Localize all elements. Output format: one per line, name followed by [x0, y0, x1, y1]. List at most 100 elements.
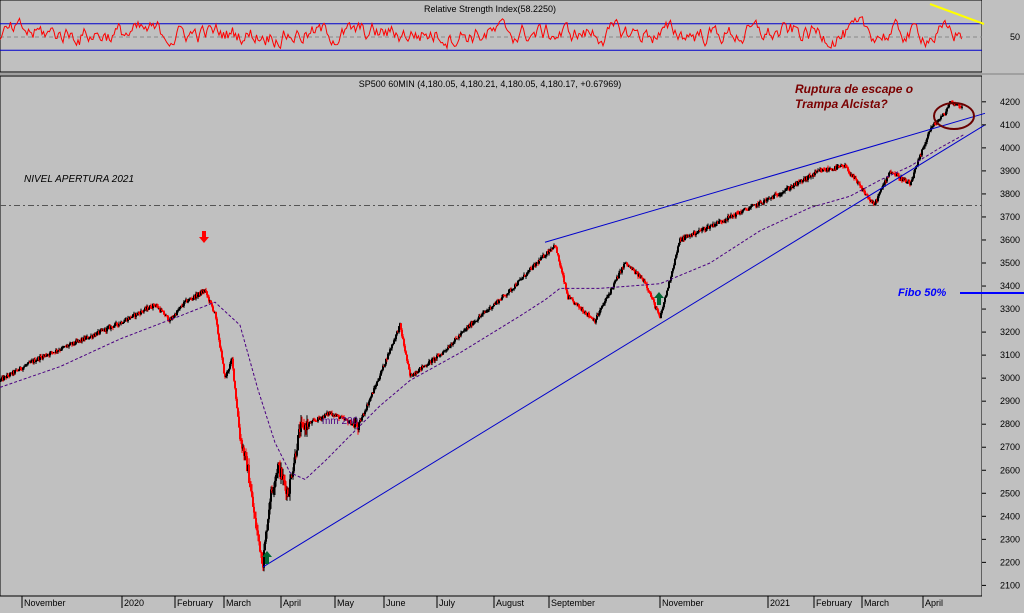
price-panel	[0, 75, 983, 597]
candle-body	[431, 358, 433, 363]
candle-body	[308, 423, 310, 427]
candle-body	[35, 360, 37, 363]
candle-body	[205, 290, 207, 292]
candle-body	[276, 473, 278, 476]
candle-body	[343, 417, 345, 420]
candle-body	[36, 359, 38, 361]
candle-body	[908, 181, 910, 183]
candle-body	[74, 343, 76, 345]
candle-body	[773, 195, 775, 199]
candle-body	[253, 506, 255, 513]
candle-body	[663, 302, 665, 308]
candle-body	[123, 321, 125, 323]
candle-body	[391, 344, 393, 349]
candle-body	[873, 202, 875, 205]
price-tick-label: 4000	[1000, 143, 1020, 153]
candle-body	[346, 419, 348, 421]
candle-body	[899, 178, 901, 180]
candle-body	[43, 355, 45, 357]
axis-strip	[982, 0, 1024, 608]
candle-body	[696, 232, 698, 234]
time-tick-label: August	[496, 598, 525, 608]
candle-body	[132, 314, 134, 317]
candle-body	[374, 387, 376, 389]
candle-body	[240, 439, 242, 441]
candle-body	[157, 305, 159, 309]
candle-body	[585, 312, 587, 315]
candle-body	[697, 231, 699, 233]
candle-body	[932, 125, 934, 127]
candle-body	[350, 420, 352, 426]
candle-body	[505, 295, 507, 297]
ma200-label: mm 200	[322, 416, 359, 427]
candle-body	[293, 463, 295, 472]
candle-body	[859, 183, 861, 186]
candle-body	[624, 262, 626, 264]
candle-body	[654, 302, 656, 309]
candle-body	[26, 364, 28, 366]
candle-body	[377, 380, 379, 382]
candle-body	[166, 315, 168, 317]
candle-body	[702, 228, 704, 230]
candle-body	[745, 208, 747, 210]
candle-body	[148, 308, 150, 310]
candle-body	[255, 518, 257, 529]
candle-body	[446, 349, 448, 351]
candle-body	[946, 108, 948, 112]
candle-body	[366, 404, 368, 410]
candle-body	[173, 316, 175, 318]
candle-body	[603, 303, 605, 306]
candle-body	[216, 318, 218, 325]
candle-body	[576, 302, 578, 305]
candle-body	[274, 480, 276, 488]
candle-body	[407, 360, 409, 364]
rsi-line	[0, 16, 962, 50]
candle-body	[273, 487, 275, 491]
candle-body	[866, 194, 868, 196]
candle-body	[879, 191, 881, 194]
candle-body	[442, 351, 444, 355]
candle-body	[347, 420, 349, 424]
candle-body	[555, 246, 557, 248]
candle-body	[945, 111, 947, 116]
candle-body	[178, 308, 180, 311]
candle-body	[518, 280, 520, 282]
candle-body	[482, 312, 484, 315]
candle-body	[802, 180, 804, 182]
candle-body	[42, 355, 44, 359]
candle-body	[559, 261, 561, 266]
candle-body	[639, 274, 641, 278]
candle-body	[601, 305, 603, 309]
price-axis: 2100 2200 2300 2400 2500 2600 2700 2800 2900 3000…	[982, 97, 1020, 590]
price-tick-label: 3800	[1000, 189, 1020, 199]
candle-body	[875, 199, 877, 204]
candle-body	[56, 349, 58, 352]
rsi-tick-label: 50	[1010, 32, 1020, 42]
candle-body	[249, 483, 251, 488]
candle-body	[197, 294, 199, 297]
candle-body	[491, 307, 493, 310]
candle-body	[528, 270, 530, 272]
candle-body	[566, 289, 568, 294]
candle-body	[417, 372, 419, 374]
candle-body	[288, 493, 290, 496]
candle-body	[222, 357, 224, 364]
candle-body	[910, 181, 912, 186]
candle-body	[275, 475, 277, 481]
candle-body	[782, 192, 784, 194]
candle-body	[473, 322, 475, 324]
candle-body	[776, 194, 778, 196]
time-axis: November 2020 February March April May June Jul…	[0, 595, 982, 608]
rsi-panel	[0, 0, 983, 73]
candle-body	[614, 280, 616, 284]
candle-body	[265, 531, 267, 542]
candle-body	[237, 408, 239, 417]
candle-body	[296, 450, 298, 456]
candle-body	[30, 361, 32, 363]
candle-body	[235, 388, 237, 399]
candle-body	[724, 220, 726, 222]
candle-body	[182, 305, 184, 307]
candle-body	[592, 317, 594, 321]
candle-body	[545, 254, 547, 257]
